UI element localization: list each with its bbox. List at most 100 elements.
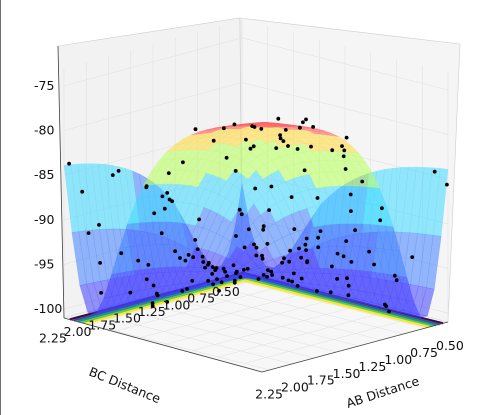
bc-tick-label: 1.00: [163, 297, 191, 312]
scatter-point: [159, 231, 164, 236]
scatter-point: [269, 269, 274, 274]
scatter-point: [185, 287, 190, 291]
frame-edge: [0, 0, 1, 415]
scatter-point: [215, 277, 219, 281]
scatter-point: [246, 227, 251, 232]
scatter-point: [211, 282, 216, 287]
scatter-point: [190, 278, 195, 283]
scatter-point: [166, 171, 171, 176]
ab-tick-label: 1.75: [307, 373, 335, 388]
scatter-point: [270, 273, 274, 277]
scatter-point: [181, 160, 185, 165]
scatter-point: [286, 144, 290, 148]
scatter-point: [346, 283, 351, 288]
scatter-point: [280, 260, 284, 265]
z-tick-label: -75: [34, 78, 54, 93]
scatter-point: [261, 273, 266, 277]
scatter-point: [254, 245, 259, 250]
scatter-point: [267, 208, 271, 213]
ab-tick-label: 0.75: [410, 345, 438, 360]
scatter-point: [276, 116, 281, 121]
scatter-point: [343, 167, 348, 171]
scatter-point: [146, 263, 151, 267]
bc-tick-label: 1.50: [113, 311, 141, 326]
scatter-point: [309, 144, 313, 149]
scatter-point: [225, 274, 229, 278]
scatter-point: [251, 144, 256, 149]
scatter-point: [260, 256, 265, 261]
scatter-point: [302, 168, 307, 173]
scatter-point: [344, 135, 349, 140]
scatter-point: [244, 137, 248, 142]
scatter-point: [278, 136, 283, 141]
scatter-point: [360, 179, 365, 184]
scatter-point: [144, 184, 149, 189]
scatter-point: [116, 169, 121, 173]
scatter-point: [335, 277, 339, 281]
scatter-point: [299, 255, 304, 260]
scatter-point: [193, 238, 198, 242]
z-axis-ticks: -75 -80 -85 -90 -95 -100: [34, 78, 62, 316]
scatter-point: [340, 144, 344, 149]
scatter-point: [253, 186, 258, 191]
scatter-point: [295, 147, 300, 151]
scatter-point: [274, 146, 279, 151]
scatter-point: [261, 227, 266, 232]
scatter-point: [289, 195, 294, 200]
scatter-point: [341, 154, 346, 159]
scatter-point: [410, 255, 415, 259]
scatter-point: [241, 267, 246, 272]
scatter-point: [265, 274, 269, 279]
scatter-point: [387, 309, 391, 314]
scatter-point: [287, 259, 292, 264]
scatter-point: [99, 290, 103, 295]
scatter-point: [328, 290, 333, 295]
scatter-point: [315, 196, 320, 200]
scatter-point: [173, 249, 178, 254]
scatter-point: [295, 284, 300, 288]
scatter-point: [98, 261, 102, 265]
scatter-point: [200, 254, 205, 259]
scatter-point: [261, 224, 266, 229]
scatter-point: [183, 258, 188, 263]
scatter-point: [186, 253, 191, 257]
scatter-point: [197, 217, 202, 222]
scatter-point: [119, 251, 124, 256]
scatter-point: [239, 212, 244, 217]
scatter-point: [86, 231, 91, 236]
scatter-point: [432, 169, 437, 174]
scatter-point: [349, 260, 354, 264]
scatter-point: [301, 120, 305, 125]
scatter-point: [152, 211, 157, 216]
scatter-point: [250, 124, 255, 128]
scatter-point: [150, 304, 155, 308]
scatter-point: [193, 127, 198, 132]
scatter-point: [330, 264, 334, 269]
scatter-point: [304, 248, 308, 253]
scatter-point: [372, 262, 376, 267]
scatter-point: [304, 117, 308, 122]
scatter-point: [136, 258, 141, 263]
scatter-point: [245, 266, 250, 271]
bc-tick-label: 0.50: [212, 284, 240, 299]
scatter-point: [292, 271, 296, 276]
ab-tick-label: 1.00: [384, 352, 412, 367]
scatter-point: [206, 278, 211, 283]
scatter-point: [128, 290, 133, 295]
scatter-point: [305, 260, 309, 265]
scatter-point: [222, 126, 226, 131]
scatter-point: [269, 184, 274, 189]
scatter-point: [211, 138, 216, 143]
scatter-point: [316, 235, 320, 240]
ab-tick-label: 1.50: [333, 366, 361, 381]
contour-line: [81, 277, 433, 328]
scatter-point: [382, 302, 387, 307]
scatter-point: [201, 260, 206, 264]
surface-patch: [262, 125, 277, 128]
scatter-point: [213, 268, 218, 272]
scatter-point: [97, 223, 101, 227]
scatter-point: [367, 249, 371, 254]
scatter-point: [254, 253, 259, 258]
scatter-point: [195, 247, 200, 252]
scatter-point: [260, 253, 264, 258]
